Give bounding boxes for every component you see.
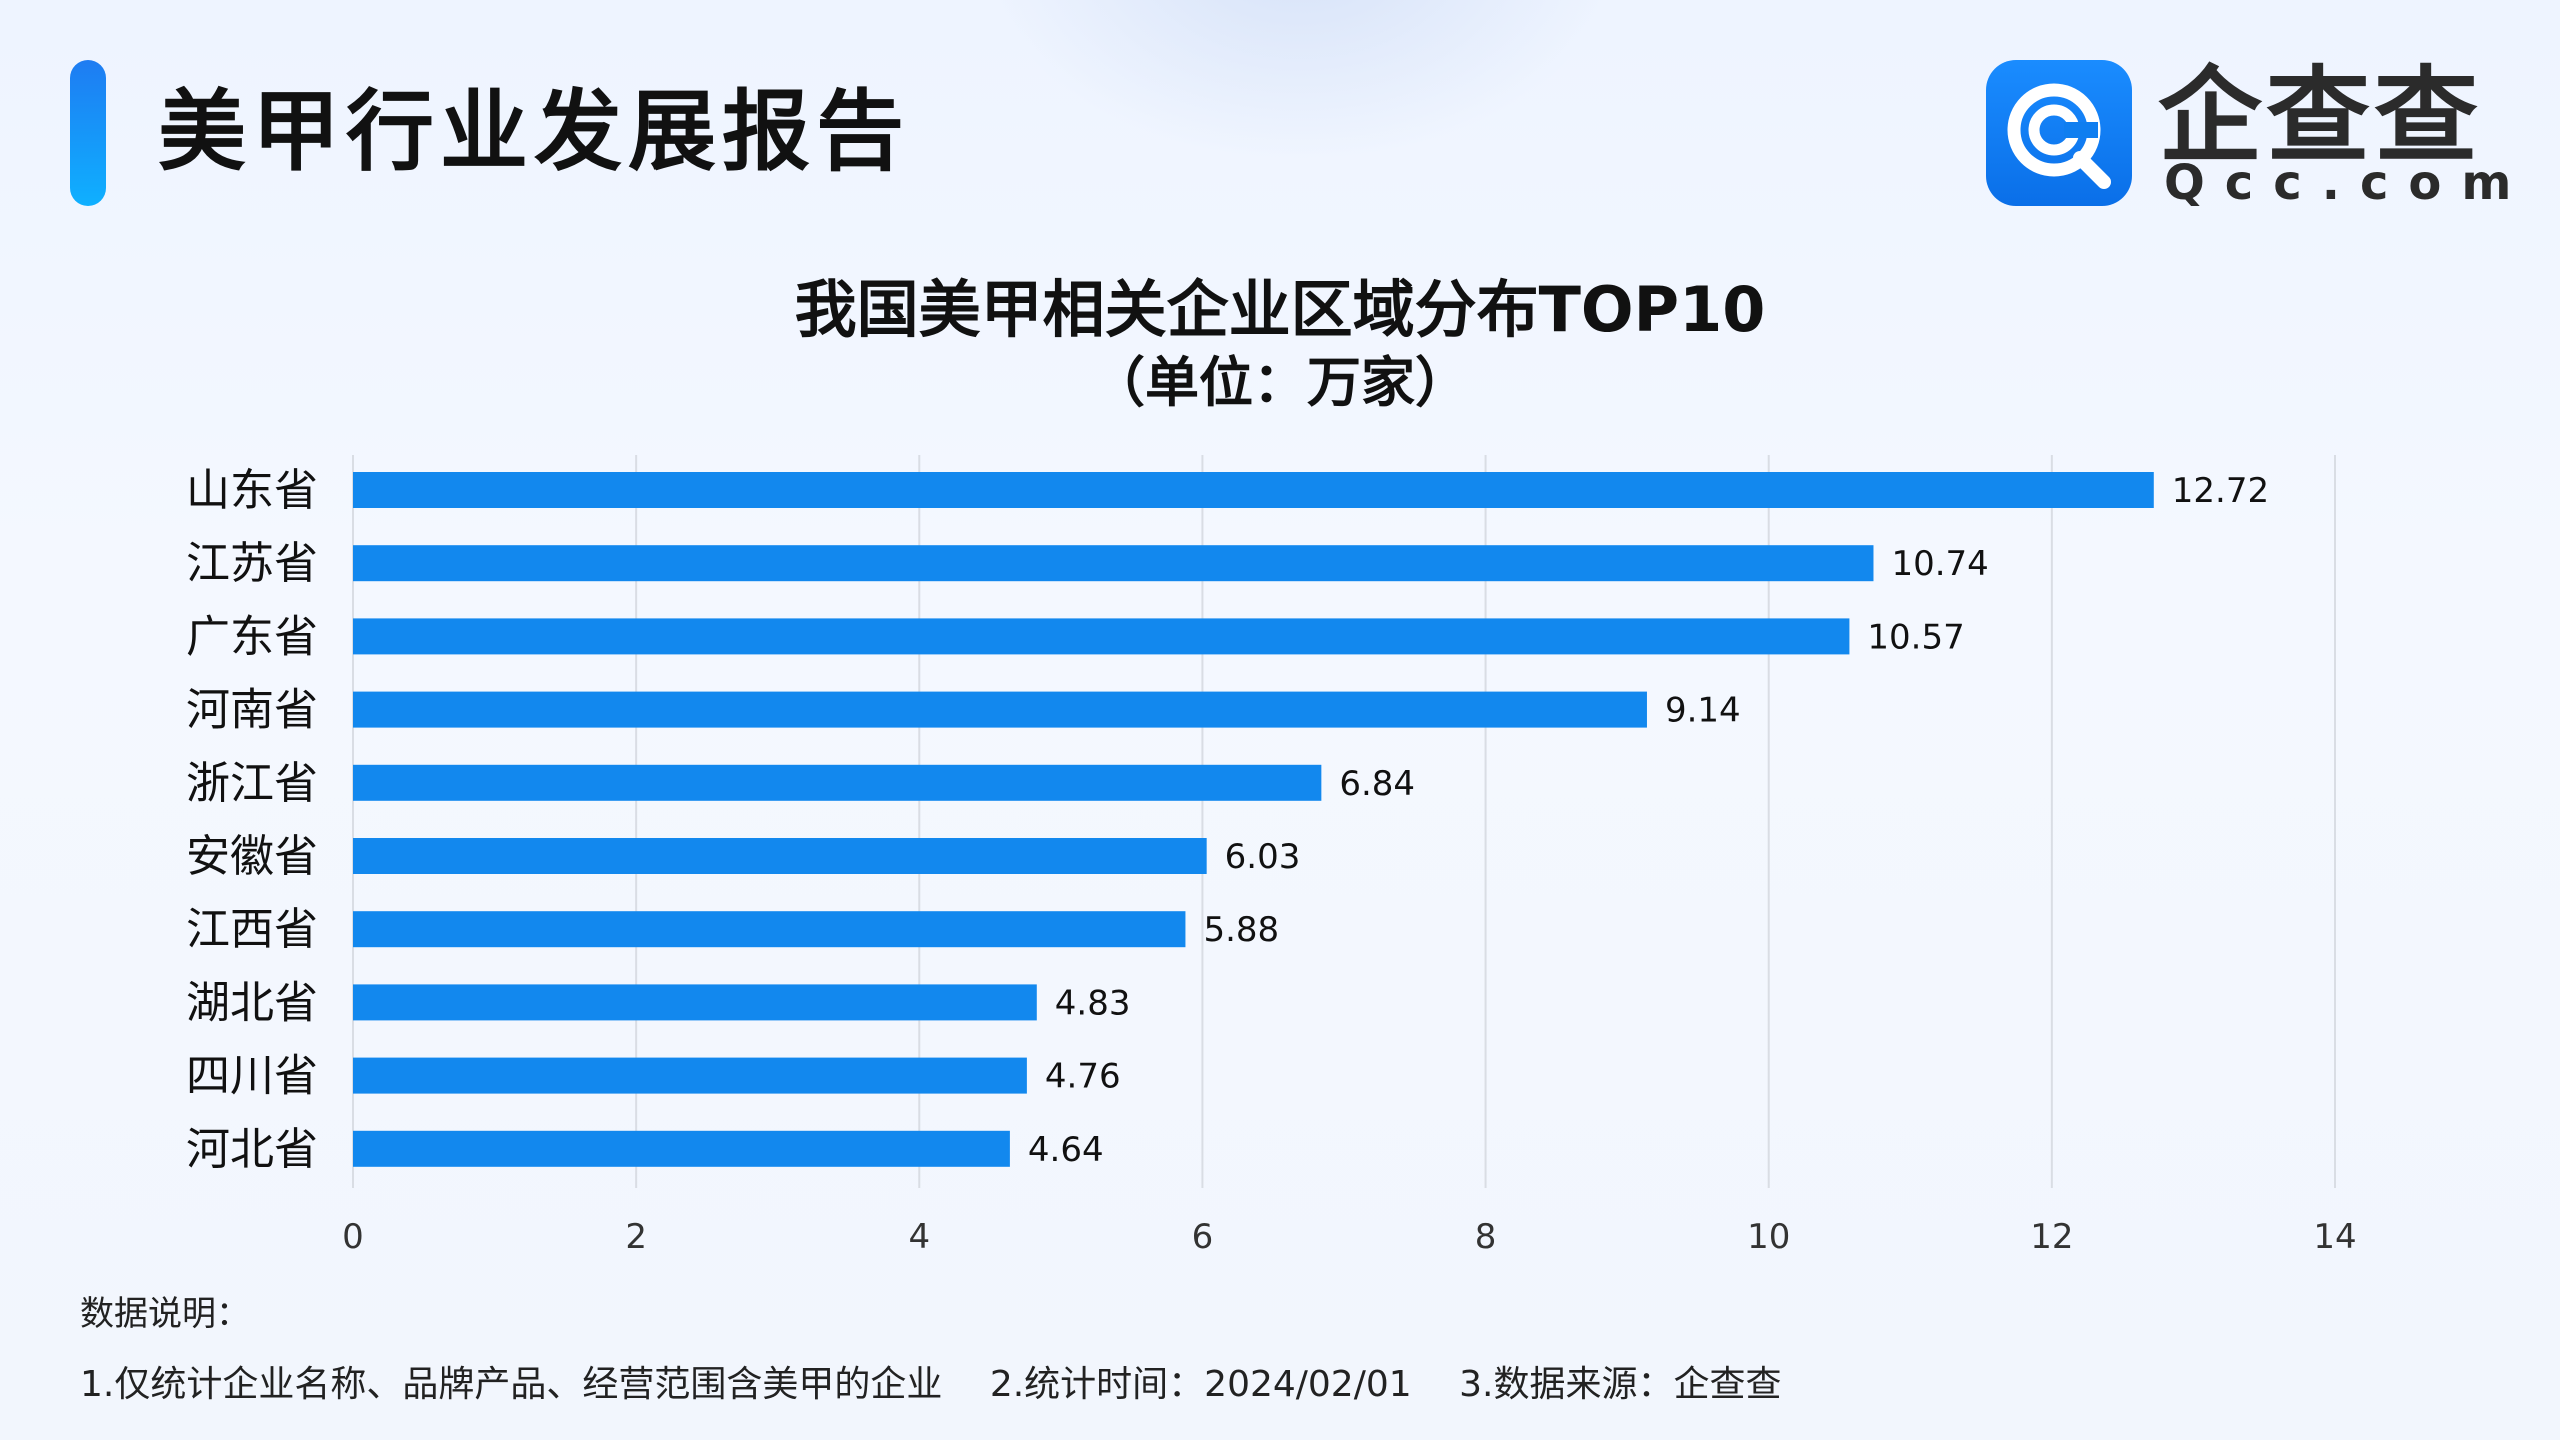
data-label: 4.83 [1055, 983, 1131, 1023]
bar [353, 1057, 1027, 1094]
category-label: 河南省 [186, 685, 318, 736]
x-tick-label: 12 [2030, 1217, 2073, 1257]
logo-domain: Qcc.com [2164, 155, 2532, 211]
bar [353, 545, 1874, 582]
notes-title: 数据说明： [80, 1294, 250, 1334]
report-title: 美甲行业发展报告 [158, 80, 911, 183]
data-label: 5.88 [1203, 910, 1279, 950]
x-tick-label: 4 [908, 1217, 930, 1257]
bar [353, 838, 1207, 874]
data-label: 4.64 [1028, 1130, 1104, 1170]
data-label: 4.76 [1045, 1057, 1121, 1097]
title-accent-bar [70, 60, 106, 206]
x-tick-label: 14 [2313, 1217, 2356, 1257]
category-label: 江西省 [186, 904, 318, 955]
x-tick-label: 6 [1192, 1217, 1214, 1257]
x-tick-label: 10 [1747, 1217, 1790, 1257]
data-label: 10.57 [1867, 617, 1964, 657]
x-tick-label: 0 [342, 1217, 364, 1257]
note-item-2: 2.统计时间：2024/02/01 [989, 1364, 1412, 1405]
bar [353, 691, 1647, 728]
bar [353, 764, 1322, 801]
bar [353, 472, 2154, 508]
category-label: 河北省 [186, 1124, 318, 1175]
bar [353, 911, 1186, 948]
category-label: 安徽省 [186, 831, 318, 882]
labels: 0 2 4 6 8 10 12 14 山东省 12.72 江苏省 10.74 广东省 10.57 河南省 9.… [186, 465, 2357, 1257]
bar [353, 984, 1037, 1021]
bars [353, 472, 2154, 1167]
chart-subtitle: （单位：万家） [1091, 351, 1469, 414]
category-label: 浙江省 [186, 758, 318, 809]
data-label: 10.74 [1891, 544, 1988, 584]
data-label: 6.03 [1225, 837, 1301, 877]
bar [353, 618, 1850, 655]
chart-title: 我国美甲相关企业区域分布TOP10 [794, 273, 1766, 346]
notes-line: 1.仅统计企业名称、品牌产品、经营范围含美甲的企业 2.统计时间：2024/02… [80, 1362, 1817, 1408]
note-item-3: 3.数据来源：企查查 [1459, 1364, 1782, 1405]
data-label: 6.84 [1339, 764, 1415, 804]
x-tick-label: 8 [1475, 1217, 1497, 1257]
qcc-magnifier-logo-icon [1986, 60, 2132, 206]
category-label: 广东省 [186, 611, 318, 662]
x-tick-label: 2 [625, 1217, 647, 1257]
category-label: 山东省 [186, 465, 318, 516]
data-label: 12.72 [2172, 471, 2269, 511]
data-label: 9.14 [1665, 691, 1741, 731]
qcc-logo[interactable]: 企查查 Qcc.com [1986, 56, 2511, 210]
bar-chart: 0 2 4 6 8 10 12 14 山东省 12.72 江苏省 10.74 广东省 10.57 河南省 9.… [186, 455, 2357, 1257]
category-label: 江苏省 [186, 538, 318, 589]
note-item-1: 1.仅统计企业名称、品牌产品、经营范围含美甲的企业 [80, 1364, 943, 1405]
category-label: 四川省 [186, 1051, 318, 1102]
logo-chinese-name: 企查查 [2158, 55, 2483, 177]
bar [353, 1130, 1010, 1167]
category-label: 湖北省 [186, 977, 318, 1028]
